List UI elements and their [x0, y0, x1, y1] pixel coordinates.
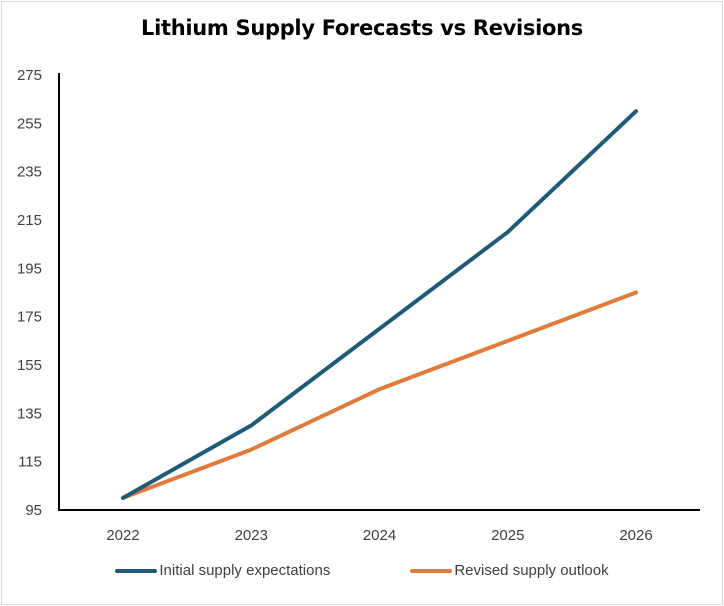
y-tick-label: 155: [17, 357, 42, 374]
legend: Initial supply expectations Revised supp…: [0, 562, 724, 579]
series-line-initial: [121, 109, 638, 500]
legend-item-initial[interactable]: Initial supply expectations: [115, 562, 330, 579]
series-lines: [121, 109, 638, 500]
y-tick-label: 255: [17, 115, 42, 132]
chart-title: Lithium Supply Forecasts vs Revisions: [140, 16, 583, 40]
legend-swatch-revised: [410, 568, 453, 573]
legend-swatch-initial: [115, 568, 158, 573]
legend-item-revised[interactable]: Revised supply outlook: [410, 562, 609, 579]
y-tick-label: 135: [17, 405, 42, 422]
x-tick-label: 2026: [619, 527, 652, 544]
y-tick-label: 235: [17, 164, 42, 181]
x-tick-label: 2022: [106, 527, 139, 544]
y-tick-label: 215: [17, 212, 42, 229]
x-tick-label: 2025: [491, 527, 524, 544]
x-tick-label: 2023: [235, 527, 268, 544]
y-tick-label: 115: [18, 454, 42, 471]
legend-label-initial: Initial supply expectations: [159, 562, 331, 579]
x-axis-ticks: 2022 2023 2024 2025 2026: [106, 527, 652, 544]
y-tick-label: 175: [17, 309, 42, 326]
x-tick-label: 2024: [363, 527, 396, 544]
legend-label-revised: Revised supply outlook: [454, 562, 609, 579]
y-tick-label: 275: [17, 67, 42, 84]
y-axis-ticks: 95 115 135 155 175 195 215 235 255 275: [17, 67, 42, 519]
y-tick-label: 195: [17, 260, 42, 277]
y-tick-label: 95: [25, 502, 42, 519]
series-line-revised: [121, 290, 638, 500]
